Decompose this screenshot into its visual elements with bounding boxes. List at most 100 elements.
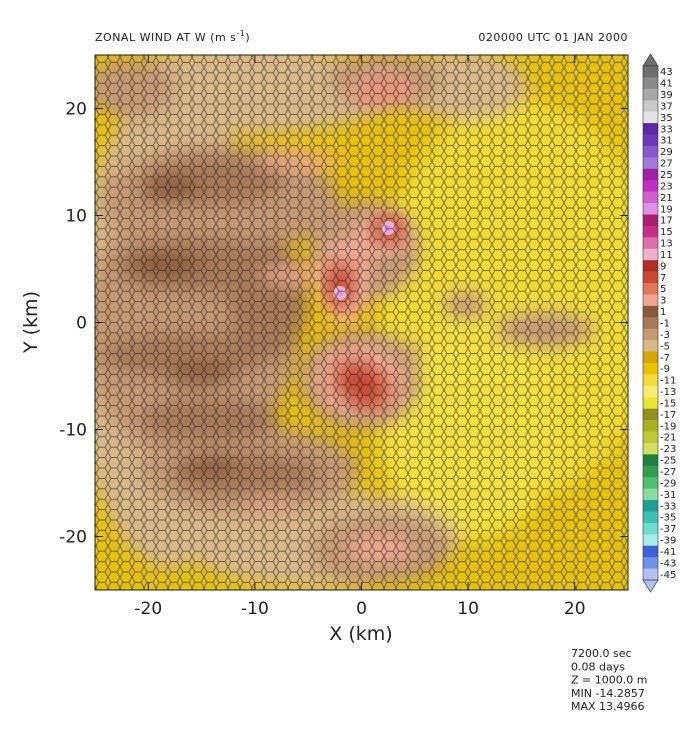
colorbar-label: 31	[660, 136, 673, 147]
colorbar-label: -39	[660, 536, 676, 547]
run-info-line: 0.08 days	[571, 660, 625, 673]
colorbar-label: 35	[660, 113, 673, 124]
colorbar-swatch	[643, 374, 658, 387]
colorbar-swatch	[643, 431, 658, 444]
colorbar-swatch	[643, 237, 658, 250]
colorbar-label: 41	[660, 79, 673, 90]
colorbar-label: 5	[660, 284, 666, 295]
colorbar-label: 15	[660, 227, 673, 238]
run-info-line: Z = 1000.0 m	[571, 674, 647, 687]
wind-field	[95, 55, 628, 590]
colorbar-swatch	[643, 397, 658, 409]
colorbar-swatch	[643, 545, 658, 558]
colorbar-label: 37	[660, 101, 673, 112]
colorbar-swatch	[643, 225, 658, 238]
colorbar-swatch	[643, 477, 658, 489]
colorbar-label: -5	[660, 341, 670, 352]
x-tick-label: -20	[134, 599, 162, 619]
run-info-line: MAX 13.4966	[571, 700, 645, 713]
y-tick-label: -10	[59, 421, 87, 441]
colorbar-swatch	[643, 111, 658, 124]
colorbar-label: -11	[660, 376, 676, 387]
colorbar-swatch	[643, 465, 658, 478]
colorbar-swatch	[643, 362, 658, 375]
y-axis-title: Y (km)	[20, 291, 42, 354]
colorbar-swatch	[643, 248, 658, 261]
colorbar-swatch	[643, 317, 658, 330]
colorbar-label: 3	[660, 296, 666, 307]
colorbar-swatch	[643, 385, 658, 398]
colorbar-swatch	[643, 66, 658, 78]
colorbar-swatch	[643, 260, 658, 272]
colorbar-swatch	[643, 123, 658, 135]
colorbar-label: 23	[660, 181, 673, 192]
colorbar-swatch	[643, 522, 658, 535]
colorbar-swatch	[643, 511, 658, 524]
colorbar-swatch	[643, 134, 658, 147]
colorbar-label: -15	[660, 398, 676, 409]
colorbar-label: -3	[660, 330, 670, 341]
x-tick-label: -10	[241, 599, 269, 619]
colorbar-swatch	[643, 420, 658, 432]
colorbar-swatch	[643, 168, 658, 181]
run-info-line: 7200.0 sec	[571, 647, 632, 660]
run-info-line: MIN -14.2857	[571, 687, 645, 700]
y-tick-label: 10	[65, 207, 87, 227]
colorbar-swatch	[643, 191, 658, 204]
x-tick-label: 0	[356, 599, 367, 619]
y-axis: 20 10 0 -10 -20	[59, 100, 628, 548]
colorbar-swatch	[643, 454, 658, 467]
colorbar-label: 27	[660, 159, 673, 170]
colorbar-bottom-arrow	[642, 579, 659, 593]
colorbar-label: 7	[660, 273, 666, 284]
colorbar-swatch	[643, 351, 658, 364]
colorbar-swatch	[643, 214, 658, 227]
colorbar-label: 39	[660, 90, 673, 101]
colorbar-label: -7	[660, 353, 670, 364]
colorbar-swatch	[643, 488, 658, 501]
colorbar-label: -17	[660, 410, 676, 421]
plot-header-left: ZONAL WIND AT W (m s-1)	[95, 29, 250, 44]
colorbar-label: -33	[660, 501, 676, 512]
colorbar-label: 25	[660, 170, 673, 181]
colorbar-top-arrow	[642, 53, 659, 67]
colorbar-swatch	[643, 294, 658, 307]
x-tick-label: 20	[564, 599, 586, 619]
y-tick-label: 20	[65, 100, 87, 120]
colorbar-label: -13	[660, 387, 676, 398]
colorbar-label: 17	[660, 216, 673, 227]
colorbar-label: 29	[660, 147, 673, 158]
colorbar-label: -23	[660, 444, 676, 455]
colorbar-label: -25	[660, 456, 676, 467]
colorbar-label: -19	[660, 421, 676, 432]
colorbar-swatch	[643, 283, 658, 295]
colorbar-label: -45	[660, 570, 676, 581]
colorbar: 434139373533312927252321191715131197531-…	[642, 53, 676, 593]
colorbar-label: -41	[660, 547, 676, 558]
colorbar-swatch	[643, 305, 658, 318]
colorbar-label: 19	[660, 204, 673, 215]
colorbar-swatch	[643, 271, 658, 284]
x-axis-title: X (km)	[329, 623, 392, 645]
colorbar-label: -31	[660, 490, 676, 501]
colorbar-label: -43	[660, 558, 676, 569]
colorbar-swatch	[643, 500, 658, 512]
plot-header-right: 020000 UTC 01 JAN 2000	[478, 31, 628, 44]
colorbar-swatch	[643, 328, 658, 341]
cell-mesh	[95, 55, 628, 590]
colorbar-swatch	[643, 340, 658, 352]
colorbar-frame	[642, 65, 659, 581]
colorbar-label: -35	[660, 513, 676, 524]
colorbar-label: -37	[660, 524, 676, 535]
colorbar-swatch	[643, 534, 658, 547]
colorbar-label: 13	[660, 239, 673, 250]
colorbar-label: 11	[660, 250, 673, 261]
y-tick-label: 0	[76, 314, 87, 334]
x-axis: -20 -10 0 10 20	[134, 55, 586, 619]
colorbar-label: -29	[660, 478, 676, 489]
colorbar-label: -1	[660, 319, 670, 330]
colorbar-label: 9	[660, 261, 666, 272]
colorbar-label: 1	[660, 307, 666, 318]
